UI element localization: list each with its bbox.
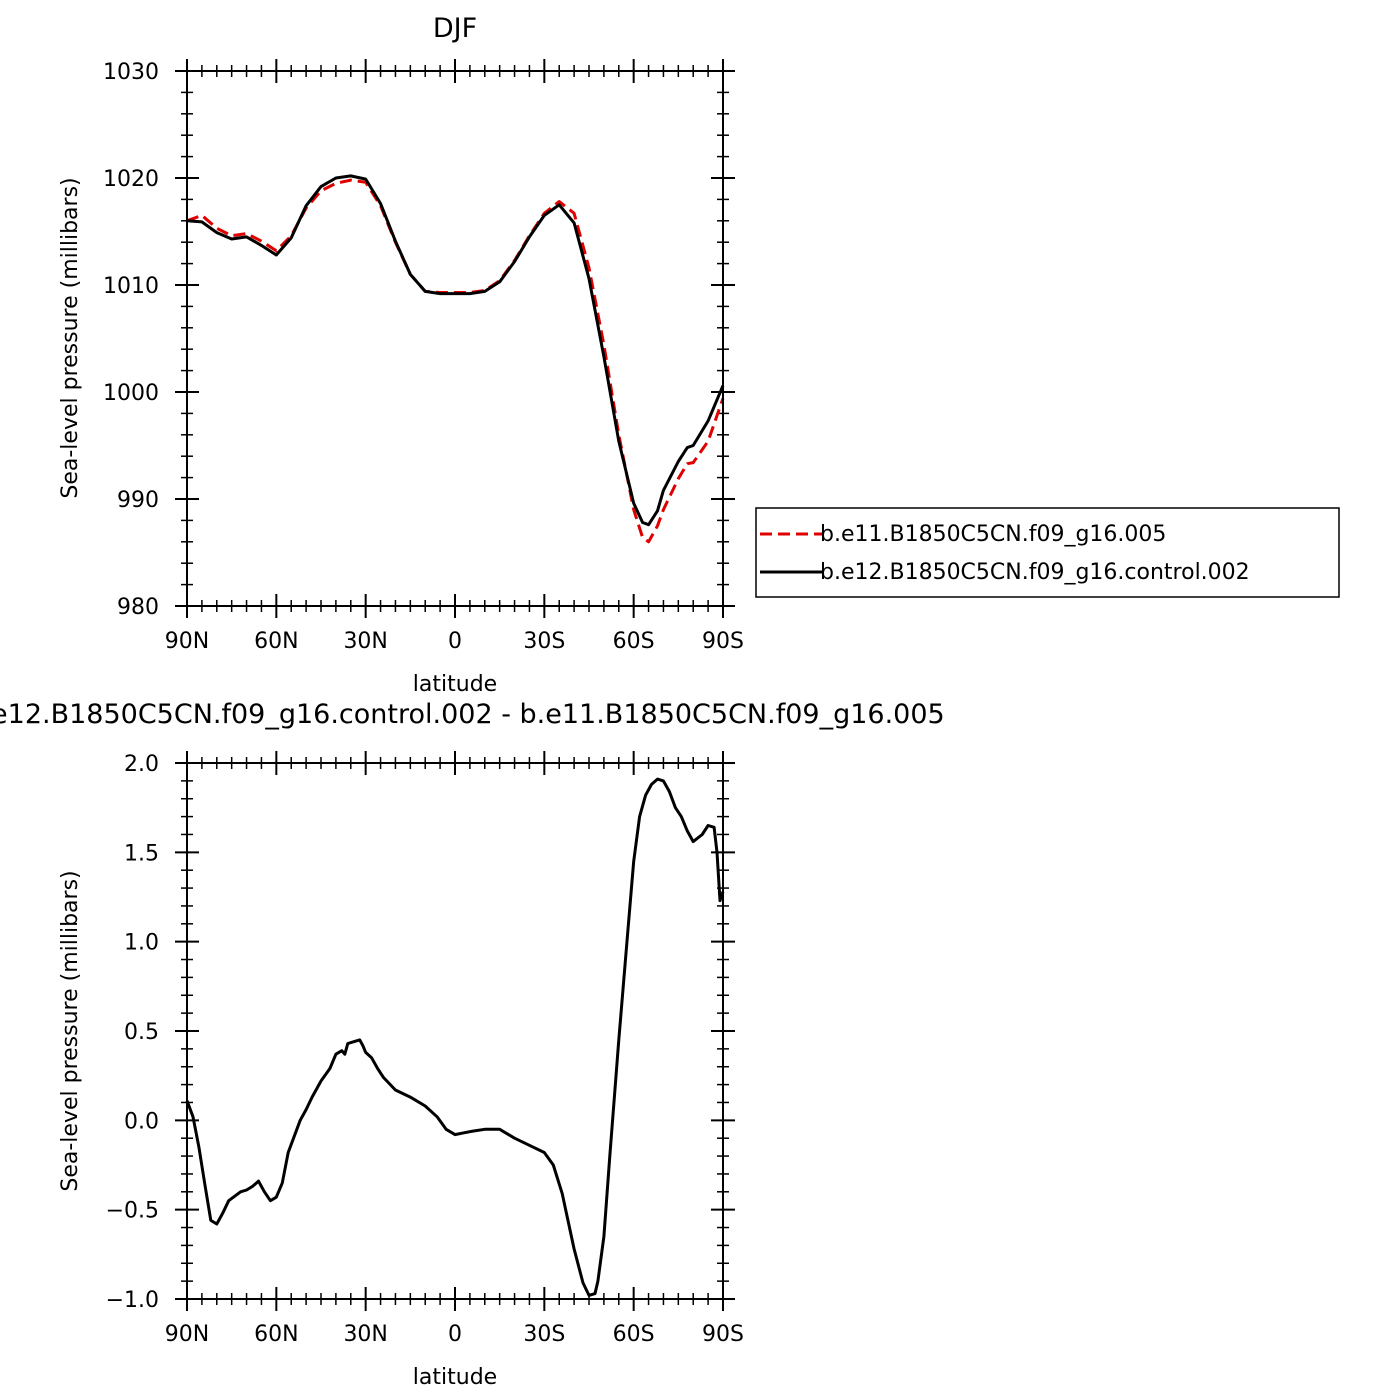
x-tick-label: 90S bbox=[702, 1322, 744, 1347]
x-tick-label: 30N bbox=[343, 1322, 387, 1347]
y-tick-label: 0.5 bbox=[124, 1020, 159, 1045]
top-title: DJF bbox=[433, 13, 477, 44]
x-tick-label: 60N bbox=[254, 629, 298, 654]
bottom-title: b.e12.B1850C5CN.f09_g16.control.002 - b.… bbox=[0, 699, 945, 730]
bottom-y-tick-labels: −1.0 −0.5 0.0 0.5 1.0 1.5 2.0 bbox=[106, 752, 159, 1313]
bottom-series-line bbox=[185, 777, 725, 1297]
bottom-panel: b.e12.B1850C5CN.f09_g16.control.002 - b.… bbox=[0, 699, 945, 1390]
y-tick-label: 1000 bbox=[103, 381, 159, 406]
y-tick-label: −0.5 bbox=[106, 1199, 159, 1224]
bottom-tick-marks bbox=[175, 751, 735, 1311]
top-series-lines bbox=[186, 174, 725, 544]
x-tick-label: 30S bbox=[523, 629, 565, 654]
bottom-plot-frame bbox=[186, 762, 724, 1300]
x-tick-label: 0 bbox=[448, 629, 462, 654]
top-tick-marks bbox=[175, 59, 735, 618]
x-tick-label: 90N bbox=[165, 1322, 209, 1347]
x-tick-label: 90S bbox=[702, 629, 744, 654]
x-tick-label: 0 bbox=[448, 1322, 462, 1347]
top-x-tick-labels: 90N 60N 30N 0 30S 60S 90S bbox=[165, 629, 744, 654]
y-tick-label: 990 bbox=[117, 488, 159, 513]
y-tick-label: 1010 bbox=[103, 274, 159, 299]
series-line-solid bbox=[186, 174, 725, 527]
top-panel: DJF 90N 60N 30N 0 30S 60S 90S 980 990 1000 1010 10… bbox=[58, 13, 744, 697]
top-y-tick-labels: 980 990 1000 1010 1020 1030 bbox=[103, 60, 159, 620]
x-tick-label: 30S bbox=[523, 1322, 565, 1347]
legend-box bbox=[755, 507, 1340, 598]
top-plot-frame bbox=[186, 70, 724, 607]
x-tick-label: 90N bbox=[165, 629, 209, 654]
y-tick-label: 1.0 bbox=[124, 931, 159, 956]
series-line-solid bbox=[185, 777, 725, 1297]
y-tick-label: 1020 bbox=[103, 167, 159, 192]
y-tick-label: 1030 bbox=[103, 60, 159, 85]
y-tick-label: 2.0 bbox=[124, 752, 159, 777]
legend: b.e11.B1850C5CN.f09_g16.005 b.e12.B1850C… bbox=[755, 507, 1340, 598]
x-tick-label: 30N bbox=[343, 629, 387, 654]
series-line-dashed bbox=[186, 178, 725, 544]
top-y-axis-label: Sea-level pressure (millibars) bbox=[58, 177, 83, 498]
x-tick-label: 60N bbox=[254, 1322, 298, 1347]
bottom-x-tick-labels: 90N 60N 30N 0 30S 60S 90S bbox=[165, 1322, 744, 1347]
y-tick-label: 0.0 bbox=[124, 1109, 159, 1134]
y-tick-label: −1.0 bbox=[106, 1288, 159, 1313]
legend-entry-1: b.e11.B1850C5CN.f09_g16.005 bbox=[820, 522, 1166, 547]
x-tick-label: 60S bbox=[613, 1322, 655, 1347]
top-x-axis-label: latitude bbox=[413, 672, 497, 697]
y-tick-label: 980 bbox=[117, 595, 159, 620]
x-tick-label: 60S bbox=[613, 629, 655, 654]
y-tick-label: 1.5 bbox=[124, 841, 159, 866]
bottom-x-axis-label: latitude bbox=[413, 1365, 497, 1390]
legend-entry-2: b.e12.B1850C5CN.f09_g16.control.002 bbox=[820, 560, 1250, 585]
bottom-y-axis-label: Sea-level pressure (millibars) bbox=[58, 870, 83, 1191]
